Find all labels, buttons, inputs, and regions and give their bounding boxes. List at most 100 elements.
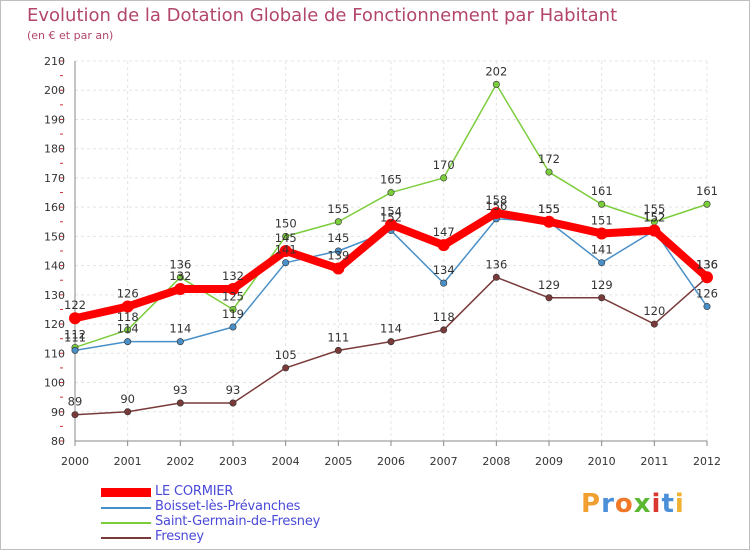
proxiti-logo: Proxiti <box>581 489 685 519</box>
y-tick-label: 150 <box>44 230 65 243</box>
data-point <box>176 338 184 346</box>
data-label: 155 <box>538 202 560 216</box>
data-label: 172 <box>538 152 560 166</box>
data-label: 161 <box>591 184 613 198</box>
data-point <box>71 346 79 354</box>
data-point <box>492 80 500 88</box>
data-point <box>332 262 345 275</box>
legend-item-fresney[interactable]: Fresney <box>101 529 421 545</box>
data-label: 129 <box>538 278 560 292</box>
data-point <box>437 239 450 252</box>
data-point <box>124 408 132 416</box>
data-point <box>334 346 342 354</box>
x-tick-label: 2009 <box>535 455 563 468</box>
logo-letter: i <box>674 489 685 519</box>
data-label: 126 <box>696 287 718 301</box>
logo-letter: i <box>651 489 662 519</box>
x-tick-label: 2010 <box>588 455 616 468</box>
data-point <box>229 323 237 331</box>
data-label: 152 <box>643 211 665 225</box>
data-point <box>543 215 555 228</box>
data-point <box>595 227 608 240</box>
data-point <box>440 279 448 287</box>
data-point <box>545 168 553 176</box>
data-label: 158 <box>485 193 507 207</box>
data-label: 136 <box>169 257 191 271</box>
data-point <box>387 189 395 197</box>
legend-item-le-cormier[interactable]: LE CORMIER <box>101 484 421 500</box>
data-label: 93 <box>173 383 188 397</box>
x-tick-label: 2012 <box>693 455 721 468</box>
data-label: 120 <box>643 304 665 318</box>
data-label: 119 <box>222 307 244 321</box>
x-tick-label: 2002 <box>166 455 194 468</box>
data-label: 141 <box>275 243 297 257</box>
series-layer <box>69 80 713 419</box>
data-point <box>124 326 132 334</box>
legend-label: Boisset-lès-Prévanches <box>155 499 301 514</box>
chart-subtitle: (en € et par an) <box>27 29 114 42</box>
x-tick-label: 2000 <box>61 455 89 468</box>
data-point <box>334 218 342 226</box>
data-label: 141 <box>591 243 613 257</box>
x-tick-label: 2006 <box>377 455 405 468</box>
data-point <box>174 283 187 295</box>
axes: 8090100110120130140150160170180190200210… <box>44 55 721 468</box>
data-label: 150 <box>275 216 297 230</box>
y-tick-label: 210 <box>44 55 65 68</box>
data-label: 156 <box>485 199 507 213</box>
legend-item-boisset[interactable]: Boisset-lès-Prévanches <box>101 499 421 515</box>
data-label: 202 <box>485 64 507 78</box>
y-tick-label: 170 <box>44 172 65 185</box>
data-label: 155 <box>643 202 665 216</box>
data-point <box>650 320 658 328</box>
logo-letter: r <box>601 489 615 519</box>
data-label: 122 <box>64 298 86 312</box>
legend-label: Saint-Germain-de-Fresney <box>155 514 321 529</box>
x-tick-label: 2005 <box>324 455 352 468</box>
data-point <box>334 247 342 255</box>
data-point <box>440 174 448 182</box>
data-point <box>703 303 711 311</box>
data-label: 161 <box>696 184 718 198</box>
data-label: 112 <box>64 327 86 341</box>
chart-title: Evolution de la Dotation Globale de Fonc… <box>27 5 618 26</box>
data-label: 145 <box>275 231 297 245</box>
data-point <box>387 338 395 346</box>
legend-swatch-fresney <box>101 537 151 539</box>
data-label: 126 <box>117 287 139 301</box>
y-tick-label: 200 <box>44 84 65 97</box>
data-label: 132 <box>222 269 244 283</box>
y-tick-label: 130 <box>44 289 65 302</box>
data-point <box>282 259 290 267</box>
logo-letter: t <box>661 489 675 519</box>
data-label: 89 <box>68 395 83 409</box>
data-point <box>229 399 237 407</box>
y-tick-label: 120 <box>44 318 65 331</box>
data-label: 154 <box>380 205 402 219</box>
data-point <box>703 200 711 208</box>
data-label: 93 <box>226 383 241 397</box>
data-point <box>598 200 606 208</box>
legend-swatch-boisset <box>101 507 151 509</box>
legend-item-saint-germain[interactable]: Saint-Germain-de-Fresney <box>101 514 421 530</box>
data-label: 129 <box>591 278 613 292</box>
logo-letter: P <box>581 489 602 519</box>
data-label: 136 <box>485 257 507 271</box>
data-label: 118 <box>117 310 139 324</box>
data-label: 139 <box>327 249 349 263</box>
y-tick-label: 190 <box>44 113 65 126</box>
data-label: 125 <box>222 289 244 303</box>
data-point <box>124 338 132 346</box>
data-point <box>282 232 290 240</box>
data-point <box>701 271 713 284</box>
x-tick-label: 2011 <box>640 455 668 468</box>
data-point <box>598 294 606 302</box>
data-label: 136 <box>696 257 718 271</box>
data-point <box>440 326 448 334</box>
data-point <box>71 411 79 419</box>
y-tick-label: 160 <box>44 201 65 214</box>
legend-label: Fresney <box>155 529 204 544</box>
data-label: 155 <box>327 202 349 216</box>
data-label: 111 <box>327 330 349 344</box>
